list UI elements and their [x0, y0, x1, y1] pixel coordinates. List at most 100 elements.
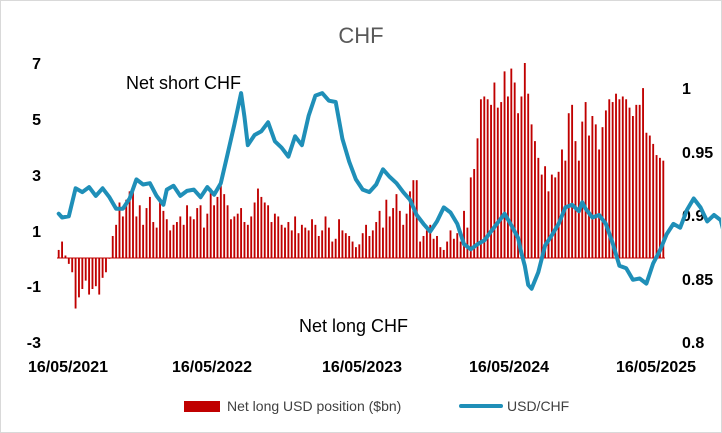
bar: [284, 227, 286, 259]
bar: [534, 141, 536, 259]
bar: [655, 155, 658, 259]
bar: [618, 99, 621, 259]
bar: [71, 258, 74, 273]
bar: [446, 241, 449, 259]
bar: [294, 216, 297, 259]
bar: [405, 213, 408, 259]
bar: [125, 199, 128, 259]
bar: [236, 213, 239, 259]
bar: [334, 238, 337, 259]
y-right-tick-label: 0.8: [682, 335, 704, 352]
bar: [203, 227, 205, 259]
bar: [257, 188, 259, 259]
bar: [280, 224, 283, 259]
x-tick-label: 16/05/2025: [616, 359, 696, 376]
legend-bar-swatch: [184, 401, 220, 412]
bar: [311, 219, 313, 259]
bar: [429, 224, 432, 259]
x-tick-label: 16/05/2024: [469, 359, 549, 376]
bar: [517, 113, 519, 259]
bar: [439, 247, 442, 259]
bar: [479, 99, 482, 259]
bar: [145, 208, 148, 259]
bar: [557, 171, 560, 259]
bar: [300, 224, 303, 259]
bar: [175, 222, 178, 259]
bar: [449, 230, 452, 259]
bar: [507, 96, 509, 259]
bar: [466, 227, 469, 259]
bar: [382, 227, 384, 259]
y-left-tick-label: 1: [32, 224, 41, 241]
bar: [594, 124, 597, 259]
bar: [419, 241, 422, 259]
bar: [233, 216, 236, 259]
bar: [88, 258, 91, 295]
bar: [219, 185, 222, 259]
bar: [621, 96, 624, 259]
bar: [527, 93, 530, 259]
bar: [121, 216, 124, 259]
x-tick-label: 16/05/2022: [172, 359, 252, 376]
y-right-tick-label: 1: [682, 81, 691, 98]
legend-label-bars: Net long USD position ($bn): [227, 398, 401, 414]
annotation-net-short-chf: Net short CHF: [126, 73, 241, 93]
bar: [226, 205, 229, 259]
bar: [165, 219, 168, 259]
bar: [327, 227, 330, 259]
bar: [216, 196, 219, 259]
bar: [584, 102, 587, 259]
bar: [500, 102, 503, 259]
bar: [61, 241, 63, 259]
bar: [142, 224, 145, 259]
bar: [473, 169, 476, 259]
bar: [355, 247, 357, 259]
usd-chf-line: [56, 91, 721, 291]
x-axis: 16/05/2021 16/05/2022 16/05/2023 16/05/2…: [28, 359, 696, 376]
y-left-tick-label: -3: [27, 335, 41, 352]
bar: [250, 216, 253, 259]
bar: [223, 194, 226, 259]
bar: [209, 188, 212, 259]
bar: [67, 258, 70, 264]
bar: [148, 196, 151, 259]
y-left-tick-label: 7: [32, 56, 41, 73]
bar: [317, 235, 320, 259]
bar: [422, 235, 425, 259]
bar: [182, 224, 185, 259]
bar: [94, 258, 97, 287]
bar: [186, 205, 188, 259]
y-left-tick-label: -1: [27, 279, 41, 296]
bar: [432, 238, 435, 259]
bar: [240, 208, 243, 259]
bar: [273, 213, 276, 259]
bar: [645, 132, 648, 259]
legend: Net long USD position ($bn) USD/CHF: [184, 398, 569, 414]
bar: [152, 222, 155, 259]
bar: [628, 107, 631, 259]
bar: [101, 258, 104, 278]
bar: [74, 258, 77, 309]
x-tick-label: 16/05/2023: [322, 359, 402, 376]
bar: [314, 224, 317, 259]
bar: [486, 99, 489, 259]
bar: [213, 205, 215, 259]
bar: [493, 82, 496, 259]
bar: [591, 116, 594, 259]
bar: [510, 68, 513, 259]
bar: [105, 258, 107, 273]
bar: [415, 180, 418, 259]
bar: [642, 88, 644, 259]
bar: [196, 208, 199, 259]
bar: [199, 205, 202, 259]
bar: [378, 210, 381, 259]
bar: [344, 233, 347, 259]
bar: [162, 210, 165, 259]
bar: [243, 222, 246, 259]
bar: [412, 180, 415, 259]
bar: [452, 238, 455, 259]
bar: [375, 222, 378, 259]
bar: [425, 230, 428, 259]
bar: [351, 241, 354, 259]
